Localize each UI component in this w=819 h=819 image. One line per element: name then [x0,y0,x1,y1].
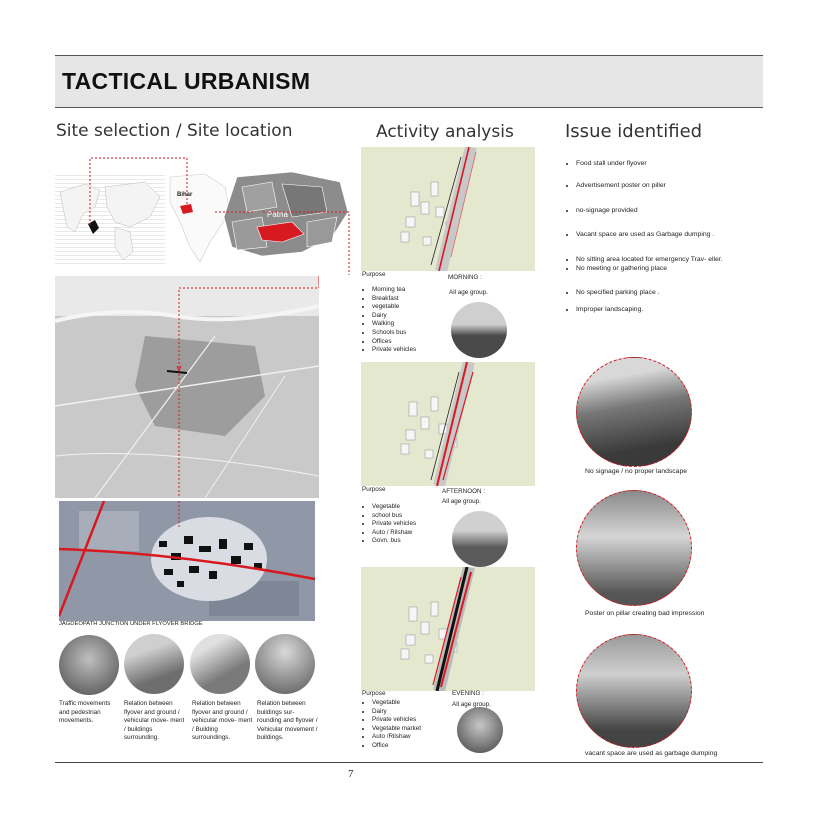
site-section-heading: Site selection / Site location [56,121,293,141]
issue-caption-2: Poster on pillar creating bad impression [585,610,705,617]
bihar-map-graphic [223,171,349,257]
evening-purpose-label: Purpose [362,690,386,697]
india-map-graphic [169,173,231,263]
city-map [54,276,320,499]
afternoon-street-photo [452,511,508,567]
list-item: Vacant space are used as Garbage dumping… [576,231,736,239]
afternoon-diagram [361,360,535,488]
list-item: Govn. bus [372,537,416,546]
list-item: No specified parking place . [576,289,736,297]
issue-caption-1: No signage / no proper landscape [585,468,688,475]
morning-street-photo [451,302,507,358]
morning-purpose-list: Morning tea Breakfast vegetable Dairy Wa… [362,286,416,355]
list-item: Vegetable [372,699,421,708]
list-item: Private vehicles [372,346,416,355]
list-item: Improper landscaping. [576,306,736,314]
afternoon-purpose-label: Purpose [362,486,386,493]
list-item: Food stall under flyover [576,160,736,168]
list-item: Offices [372,338,416,347]
flyover-ground-photo-2 [190,634,250,694]
activity-section-heading: Activity analysis [376,122,514,142]
bihar-map: Patna [222,171,352,265]
junction-caption: JAGDEOPATH JUNCTION UNDER FLYOVER BRIDGE [59,621,203,627]
list-item: Walking [372,320,416,329]
list-item: No meeting or gathering place [576,265,736,273]
list-item: Dairy [372,312,416,321]
circle-caption-1: Traffic movements and pedestrian movemen… [59,700,111,725]
evening-street-photo [457,707,503,753]
issue-photo-signage [576,357,692,467]
list-item: No sitting area located for emergency Tr… [576,256,736,264]
morning-diagram-graphic [400,145,477,273]
list-item: Auto / Rilshaw [372,529,416,538]
issue-photo-garbage [576,634,692,748]
traffic-photo [59,635,119,695]
list-item: Dairy [372,708,421,717]
page-title: TACTICAL URBANISM [62,68,311,94]
map-connectors [89,157,350,275]
afternoon-age-label: All age group. [442,498,481,505]
morning-diagram [361,145,535,273]
list-item: Auto /Rilshaw [372,733,421,742]
page-number: 7 [348,768,354,780]
list-item: Office [372,742,421,751]
list-item: school bus [372,512,416,521]
evening-diagram-graphic [400,565,475,693]
world-map [55,172,165,265]
list-item: Private vehicles [372,716,421,725]
title-banner: TACTICAL URBANISM [55,55,763,108]
junction-satellite-graphic [57,500,316,621]
list-item: Vegetable market [372,725,421,734]
list-item: Vegetable [372,503,416,512]
afternoon-purpose-list: Vegetable school bus Private vehicles Au… [362,503,416,546]
list-item: Private vehicles [372,520,416,529]
issue-photo-poster-pillar [576,490,692,606]
list-item: no-signage provided [576,207,736,215]
evening-time-label: EVENING : [452,690,484,697]
list-item: Advertisement poster on piller [576,182,736,190]
circle-caption-3: Relation between flyover and ground / ve… [192,700,253,742]
circle-caption-4: Relation between buildings sur- rounding… [257,700,318,742]
morning-purpose-label: Purpose [362,271,386,278]
buildings-flyover-photo [255,634,315,694]
list-item: Morning tea [372,286,416,295]
circle-caption-2: Relation between flyover and ground / ve… [124,700,185,742]
bihar-label: Bihar [177,192,193,198]
morning-age-label: All age group. [449,289,488,296]
evening-diagram [361,565,535,693]
list-item: Schools bus [372,329,416,338]
issue-caption-3: vacant space are used as garbage dumping [585,750,718,757]
morning-time-label: MORNING : [448,274,482,281]
junction-satellite [57,500,316,621]
afternoon-diagram-graphic [400,360,475,488]
list-item: Breakfast [372,295,416,304]
patna-label: Patna [267,210,288,219]
list-item: vegetable [372,303,416,312]
footer-rule [55,762,763,763]
evening-age-label: All age group. [452,701,491,708]
evening-purpose-list: Vegetable Dairy Private vehicles Vegetab… [362,699,421,751]
issue-list: Food stall under flyover Advertisement p… [565,160,736,314]
issue-section-heading: Issue identified [565,121,703,142]
afternoon-time-label: AFTERNOON : [442,488,486,495]
flyover-ground-photo-1 [124,634,184,694]
city-map-graphic [54,276,320,499]
india-map: Bihar [165,172,235,265]
